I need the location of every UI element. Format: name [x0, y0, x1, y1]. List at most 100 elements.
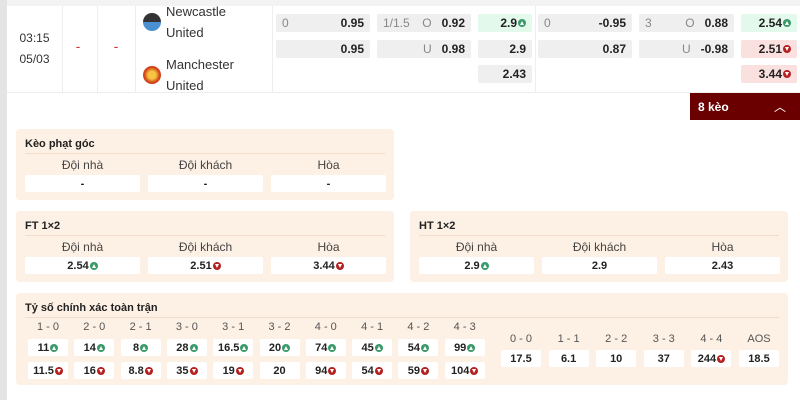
odds-value[interactable]: 2.54 — [25, 257, 140, 274]
arrow-down-icon — [374, 366, 383, 375]
arrow-down-icon — [54, 366, 63, 375]
arrow-down-icon — [144, 366, 153, 375]
odds-value[interactable]: 3.44 — [271, 257, 386, 274]
arrow-up-icon — [89, 261, 98, 270]
arrow-up-icon — [328, 343, 337, 352]
arrow-down-icon — [783, 70, 791, 78]
correct-score-title: Tỷ số chính xác toàn trận — [25, 302, 779, 318]
column-label: Đội khách — [178, 158, 233, 172]
odds-cell[interactable]: 3.44 — [741, 65, 797, 83]
arrow-up-icon — [140, 343, 149, 352]
score-label: 4 - 3 — [453, 321, 476, 333]
arrow-down-icon — [421, 366, 430, 375]
arrow-up-icon — [518, 19, 526, 27]
odds-value[interactable]: - — [148, 175, 263, 192]
score-label: 3 - 0 — [175, 321, 198, 333]
arrow-down-icon — [335, 261, 344, 270]
score-odds-away[interactable]: 11.5 — [28, 362, 68, 379]
home-team[interactable]: Newcastle United — [166, 4, 226, 40]
arrow-down-icon — [470, 366, 479, 375]
score-label: 4 - 2 — [407, 321, 430, 333]
score-odds-home[interactable]: 28 — [166, 339, 207, 356]
arrow-down-icon — [235, 366, 244, 375]
odds-cell[interactable]: 2.54 — [741, 14, 797, 32]
score-odds-away[interactable]: 59 — [398, 362, 439, 379]
arrow-up-icon — [282, 343, 291, 352]
arrow-up-icon — [50, 343, 59, 352]
score-label: 4 - 0 — [314, 321, 337, 333]
score-odds-home[interactable]: 11 — [28, 339, 68, 356]
score-odds-away[interactable]: 104 — [444, 362, 485, 379]
odds-cell[interactable]: 2.43 — [478, 65, 532, 83]
score-odds-away[interactable]: 8.8 — [120, 362, 161, 379]
arrow-up-icon — [374, 343, 383, 352]
score-odds-draw[interactable]: 17.5 — [501, 350, 541, 367]
score-odds-away[interactable]: 20 — [259, 362, 300, 379]
arrow-up-icon — [421, 343, 430, 352]
arrow-down-icon — [96, 366, 105, 375]
man-utd-logo-icon — [143, 66, 161, 84]
ft-score: - — [75, 38, 81, 54]
score-label: 1 - 0 — [36, 321, 59, 333]
score-odds-home[interactable]: 99 — [444, 339, 485, 356]
column-label: Đội nhà — [455, 240, 498, 254]
score-odds-home[interactable]: 54 — [398, 339, 439, 356]
score-odds-home[interactable]: 20 — [259, 339, 300, 356]
odds-cell[interactable]: U -0.98 — [639, 40, 734, 58]
score-label: 2 - 0 — [83, 321, 106, 333]
correct-score-panel: Tỷ số chính xác toàn trận 1 - 0 11 11.5 2 -… — [16, 293, 788, 385]
odds-value[interactable]: 2.9 — [542, 257, 657, 274]
score-odds-draw[interactable]: 10 — [596, 350, 637, 367]
odds-cell[interactable]: 2.9 — [478, 40, 532, 58]
score-odds-away[interactable]: 54 — [352, 362, 393, 379]
score-odds-away[interactable]: 35 — [166, 362, 207, 379]
odds-cell[interactable]: 2.51 — [741, 40, 797, 58]
score-odds-home[interactable]: 45 — [352, 339, 393, 356]
score-odds-home[interactable]: 16.5 — [213, 339, 254, 356]
odds-cell[interactable]: 3 O 0.88 — [639, 14, 734, 32]
odds-cell[interactable]: 0.87 — [538, 40, 632, 58]
column-label: Đội khách — [572, 240, 627, 254]
ft-1x2-panel: FT 1×2 Đội nhà 2.54 Đội khách 2.51 Hòa 3.44 — [16, 211, 394, 282]
arrow-down-icon — [783, 45, 791, 53]
odds-cell[interactable]: 0 -0.95 — [538, 14, 632, 32]
odds-value[interactable]: 2.51 — [148, 257, 263, 274]
arrow-up-icon — [96, 343, 105, 352]
arrow-down-icon — [717, 354, 726, 363]
odds-cell[interactable]: U 0.98 — [377, 40, 471, 58]
score-label: 3 - 1 — [222, 321, 245, 333]
odds-value[interactable]: - — [25, 175, 140, 192]
score-odds-home[interactable]: 74 — [305, 339, 346, 356]
score-odds-away[interactable]: 19 — [213, 362, 254, 379]
corner-title: Kèo phạt góc — [25, 138, 385, 154]
left-gutter — [0, 0, 7, 400]
score-odds-home[interactable]: 14 — [74, 339, 115, 356]
odds-value[interactable]: - — [271, 175, 386, 192]
odds-value[interactable]: 2.43 — [665, 257, 780, 274]
ht-title: HT 1×2 — [419, 220, 779, 236]
odds-value[interactable]: 2.9 — [419, 257, 534, 274]
score-label: 2 - 1 — [129, 321, 152, 333]
arrow-up-icon — [189, 343, 198, 352]
score-odds-draw[interactable]: 244 — [691, 350, 732, 367]
away-team[interactable]: Manchester United — [166, 57, 234, 93]
score-odds-draw[interactable]: 6.1 — [548, 350, 589, 367]
odds-cell[interactable]: 2.9 — [478, 14, 532, 32]
score-odds-away[interactable]: 16 — [74, 362, 115, 379]
arrow-up-icon — [783, 19, 791, 27]
column-label: Hòa — [317, 158, 340, 172]
odds-cell[interactable]: 0.95 — [276, 40, 370, 58]
ht-score: - — [113, 38, 119, 54]
column-label: Hòa — [317, 240, 340, 254]
score-odds-home[interactable]: 8 — [120, 339, 161, 356]
more-odds-button[interactable]: 8 kèo ︿ — [690, 93, 800, 120]
odds-cell[interactable]: 0 0.95 — [276, 14, 370, 32]
score-odds-away[interactable]: 94 — [305, 362, 346, 379]
arrow-down-icon — [212, 261, 221, 270]
column-label: Đội nhà — [61, 240, 104, 254]
top-divider — [7, 0, 800, 6]
ht-1x2-panel: HT 1×2 Đội nhà 2.9 Đội khách 2.9 Hòa 2.43 — [410, 211, 788, 282]
score-odds-draw[interactable]: 37 — [643, 350, 684, 367]
score-odds-draw[interactable]: 18.5 — [739, 350, 779, 367]
odds-cell[interactable]: 1/1.5 O 0.92 — [377, 14, 471, 32]
